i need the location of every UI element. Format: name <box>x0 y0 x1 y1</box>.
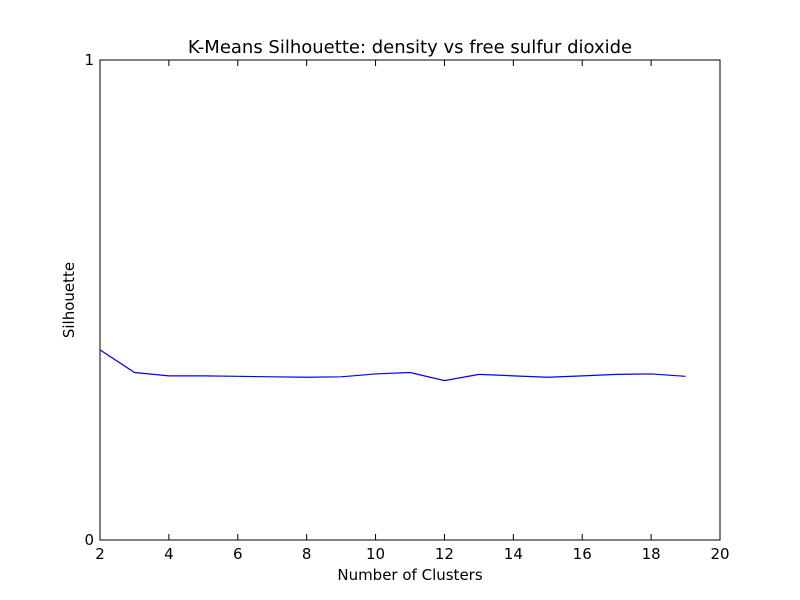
x-tick-label: 14 <box>504 545 523 563</box>
x-tick-label: 2 <box>95 545 105 563</box>
plot-frame <box>99 59 721 541</box>
series-layer <box>99 349 686 382</box>
chart-title: K-Means Silhouette: density vs free sulf… <box>188 37 632 58</box>
y-tick-label: 0 <box>84 531 94 549</box>
y-axis-ticks: 01 <box>84 51 720 549</box>
x-tick-label: 4 <box>164 545 174 563</box>
x-axis-ticks: 2 4 6 8 10 12 14 16 18 20 <box>95 60 730 563</box>
x-tick-label: 6 <box>233 545 243 563</box>
x-axis-title: Number of Clusters <box>337 566 482 584</box>
silhouette-line <box>99 349 686 382</box>
y-axis-title: Silhouette <box>60 262 78 338</box>
x-tick-label: 20 <box>710 545 729 563</box>
x-tick-label: 12 <box>435 545 454 563</box>
y-tick-label: 1 <box>84 51 94 69</box>
x-tick-label: 16 <box>573 545 592 563</box>
x-tick-label: 18 <box>642 545 661 563</box>
x-tick-label: 10 <box>366 545 385 563</box>
x-tick-label: 8 <box>302 545 312 563</box>
plot-area: 2 4 6 8 10 12 14 16 18 20 01 <box>84 51 729 563</box>
